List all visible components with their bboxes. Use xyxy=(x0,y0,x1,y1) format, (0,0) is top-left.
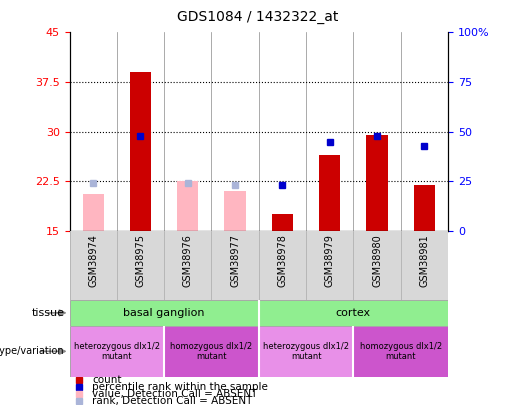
Bar xyxy=(414,185,435,231)
Text: heterozygous dlx1/2
mutant: heterozygous dlx1/2 mutant xyxy=(263,342,349,361)
Bar xyxy=(319,155,340,231)
Bar xyxy=(272,214,293,231)
Text: GSM38981: GSM38981 xyxy=(419,234,430,287)
Text: GSM38974: GSM38974 xyxy=(88,234,98,287)
Bar xyxy=(177,181,198,231)
Text: percentile rank within the sample: percentile rank within the sample xyxy=(92,382,268,392)
Bar xyxy=(225,191,246,231)
Text: homozygous dlx1/2
mutant: homozygous dlx1/2 mutant xyxy=(170,342,252,361)
Bar xyxy=(82,194,104,231)
Text: GSM38975: GSM38975 xyxy=(135,234,146,287)
Bar xyxy=(259,326,353,377)
Bar xyxy=(70,326,164,377)
Text: homozygous dlx1/2
mutant: homozygous dlx1/2 mutant xyxy=(359,342,442,361)
Bar xyxy=(130,72,151,231)
Text: value, Detection Call = ABSENT: value, Detection Call = ABSENT xyxy=(92,389,258,399)
Text: GSM38976: GSM38976 xyxy=(183,234,193,287)
Text: count: count xyxy=(92,375,122,385)
Text: GSM38977: GSM38977 xyxy=(230,234,240,287)
Text: heterozygous dlx1/2
mutant: heterozygous dlx1/2 mutant xyxy=(74,342,160,361)
Bar xyxy=(367,135,388,231)
Text: cortex: cortex xyxy=(336,308,371,318)
Text: GSM38980: GSM38980 xyxy=(372,234,382,287)
Text: rank, Detection Call = ABSENT: rank, Detection Call = ABSENT xyxy=(92,396,253,405)
Bar xyxy=(70,300,259,326)
Text: genotype/variation: genotype/variation xyxy=(0,346,64,356)
Text: basal ganglion: basal ganglion xyxy=(124,308,205,318)
Bar xyxy=(353,326,448,377)
Bar xyxy=(164,326,259,377)
Text: tissue: tissue xyxy=(31,308,64,318)
Text: GDS1084 / 1432322_at: GDS1084 / 1432322_at xyxy=(177,10,338,24)
Text: GSM38978: GSM38978 xyxy=(278,234,287,287)
Text: GSM38979: GSM38979 xyxy=(325,234,335,287)
Bar xyxy=(259,300,448,326)
